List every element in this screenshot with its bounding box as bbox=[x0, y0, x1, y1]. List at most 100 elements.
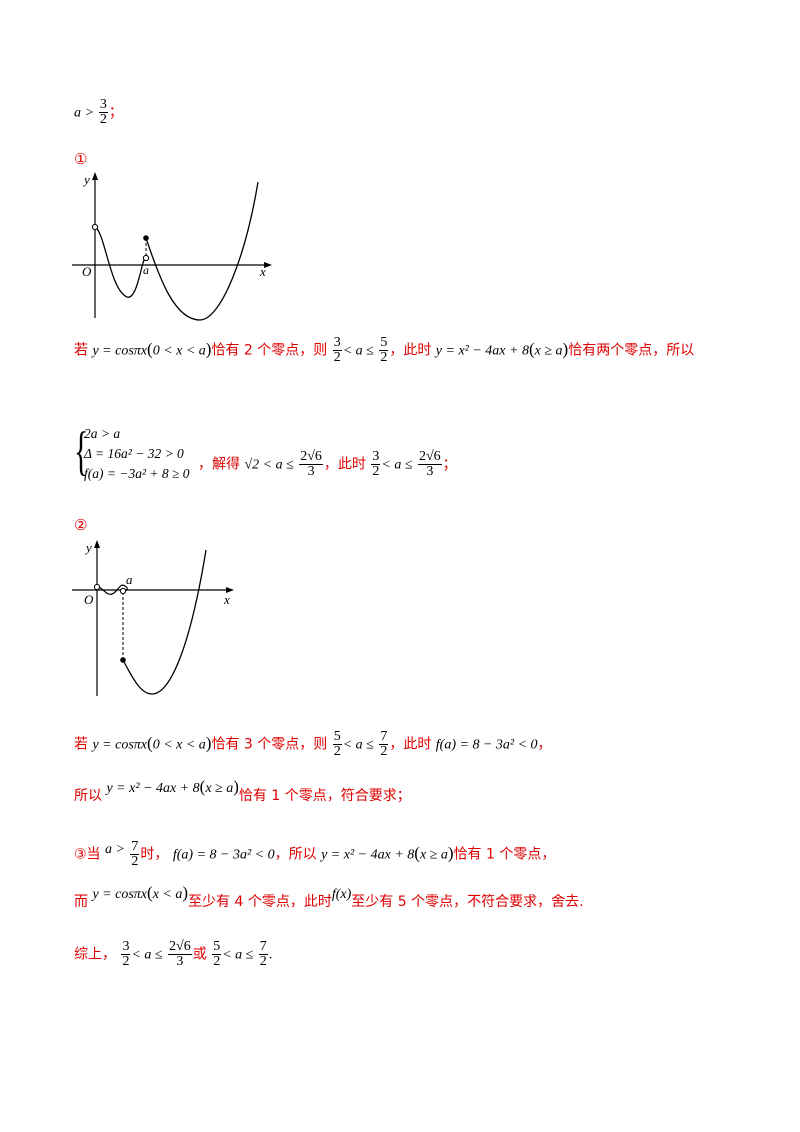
denominator: 2 bbox=[99, 112, 107, 127]
func-cos: y = cosπx bbox=[92, 887, 148, 902]
numerator: 3 bbox=[332, 335, 342, 351]
inequality: < a ≤ bbox=[381, 457, 413, 473]
text-ruo: 若 bbox=[74, 736, 88, 753]
semicolon: ； bbox=[442, 456, 457, 473]
cos-curve bbox=[96, 584, 128, 595]
domain: x ≥ a bbox=[534, 343, 563, 359]
cond: a > bbox=[105, 841, 125, 857]
case2-graph: y x O a bbox=[72, 540, 234, 696]
func-quadratic: y = x² − 4ax + 8 bbox=[106, 781, 200, 796]
paren-open: ( bbox=[147, 883, 153, 902]
denominator: 2 bbox=[372, 464, 380, 479]
solution: √2 < a ≤ bbox=[244, 457, 294, 473]
text-zongshang: 综上， bbox=[74, 946, 116, 963]
case2-marker: ② bbox=[74, 516, 88, 534]
numerator: 7 bbox=[379, 729, 389, 745]
parabola-curve bbox=[145, 181, 259, 321]
system-row: 2a > a bbox=[84, 426, 121, 441]
text-dang: ③当 bbox=[74, 846, 101, 863]
paren-open: ( bbox=[528, 339, 535, 359]
numerator: 3 bbox=[121, 939, 131, 955]
inequality: < a ≤ bbox=[342, 737, 374, 753]
a-label: a bbox=[143, 263, 149, 277]
x-axis-arrow bbox=[264, 262, 272, 268]
denominator: 2 bbox=[131, 854, 139, 869]
inequality: < a ≤ bbox=[131, 947, 163, 963]
numerator: 7 bbox=[258, 939, 268, 955]
f-of-a: f(a) = 8 − 3a² < 0 bbox=[435, 737, 538, 753]
x-axis-label: x bbox=[223, 592, 230, 607]
inequality: < a ≤ bbox=[342, 343, 374, 359]
text-zeros: 至少有 4 个零点，此时 bbox=[188, 894, 332, 910]
text-ruo: 若 bbox=[74, 342, 88, 359]
case2-line1: 若 y = cosπx(0 < x < a)恰有 3 个零点，则 5 2 < a ≤… bbox=[74, 730, 552, 759]
cos-curve bbox=[94, 226, 147, 298]
func-cos: y = cosπx bbox=[92, 343, 148, 359]
system-row: f(a) = −3a² + 8 ≥ 0 bbox=[84, 466, 190, 481]
inequality: < a ≤ bbox=[222, 947, 254, 963]
period: . bbox=[268, 947, 273, 963]
func-cos: y = cosπx bbox=[92, 737, 148, 753]
open-point-a bbox=[142, 254, 150, 262]
solve-text: ，解得 bbox=[198, 456, 240, 473]
denominator: 3 bbox=[307, 464, 315, 479]
func-quadratic: y = x² − 4ax + 8 bbox=[321, 847, 415, 863]
x-axis-label: x bbox=[259, 264, 266, 279]
domain: x ≥ a bbox=[205, 781, 234, 796]
case1-line1: 若 y = cosπx(0 < x < a)恰有 2 个零点，则 3 2 < a ≤… bbox=[74, 336, 694, 365]
y-axis-arrow bbox=[92, 172, 98, 180]
numerator: 3 bbox=[371, 449, 381, 465]
denominator: 2 bbox=[122, 954, 130, 969]
paren-close: ) bbox=[233, 777, 239, 796]
paren-close: ) bbox=[205, 339, 212, 359]
text-er: 而 bbox=[74, 894, 88, 910]
f-of-a: f(a) = 8 − 3a² < 0 bbox=[172, 847, 275, 863]
open-point-origin bbox=[91, 223, 99, 231]
cond-text: ，此时 bbox=[389, 736, 432, 753]
denominator: 2 bbox=[333, 744, 341, 759]
fraction: 2√6 3 bbox=[168, 940, 192, 969]
end-text: 恰有两个零点，所以 bbox=[568, 342, 695, 359]
origin-label: O bbox=[84, 592, 94, 607]
denominator: 2 bbox=[259, 954, 267, 969]
cond-text: ，此时 bbox=[389, 342, 432, 359]
top-condition: a > 3 2； bbox=[74, 98, 123, 127]
numerator: 2√6 bbox=[168, 939, 192, 955]
fraction: 2√6 3 bbox=[299, 450, 323, 479]
parabola-curve bbox=[122, 549, 207, 695]
end-text: 恰有 1 个零点，符合要求； bbox=[238, 788, 411, 804]
comma: ， bbox=[537, 736, 552, 753]
denominator: 2 bbox=[213, 954, 221, 969]
then-text: ，此时 bbox=[323, 456, 366, 473]
brace: { bbox=[74, 421, 89, 481]
x-axis-arrow bbox=[226, 587, 234, 593]
case2-line2: 所以 y = x² − 4ax + 8(x ≥ a)恰有 1 个零点，符合要求； bbox=[74, 778, 411, 804]
paren-open: ( bbox=[199, 777, 206, 796]
text-suoyi: 所以 bbox=[74, 788, 102, 804]
gt-sign: > bbox=[85, 105, 94, 121]
domain: x < a bbox=[152, 887, 183, 902]
zeros-text: 恰有 3 个零点，则 bbox=[211, 736, 328, 753]
closed-point-a bbox=[143, 235, 149, 241]
numerator: 2√6 bbox=[417, 449, 442, 465]
y-axis-label: y bbox=[82, 172, 90, 187]
numerator: 5 bbox=[332, 729, 342, 745]
func-quadratic: y = x² − 4ax + 8 bbox=[435, 343, 529, 359]
fraction: 2√6 3 bbox=[417, 449, 442, 479]
domain: x ≥ a bbox=[419, 847, 448, 863]
system-row: Δ = 16a² − 32 > 0 bbox=[84, 446, 184, 461]
denominator: 2 bbox=[380, 350, 388, 365]
origin-label: O bbox=[82, 264, 92, 279]
semicolon: ； bbox=[108, 104, 123, 121]
paren-close: ) bbox=[205, 733, 212, 753]
y-axis-arrow bbox=[94, 540, 100, 548]
paren-open: ( bbox=[414, 843, 420, 863]
var-a: a bbox=[74, 105, 81, 121]
